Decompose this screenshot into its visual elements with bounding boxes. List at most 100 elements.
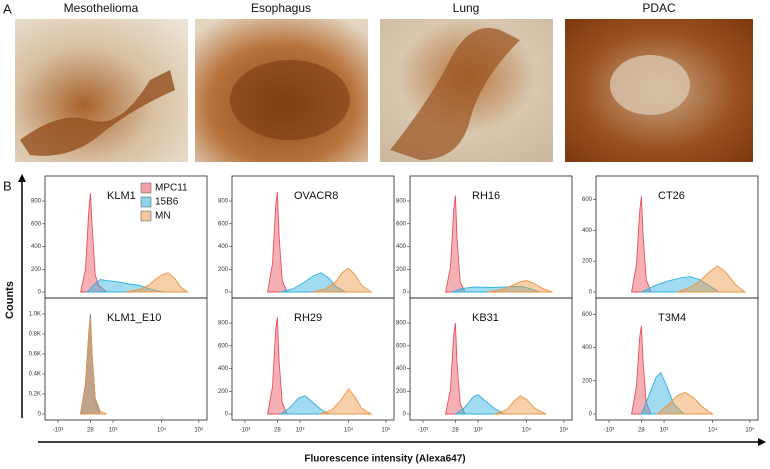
x-tick-label: 10³: [296, 428, 305, 434]
image-title: Esophagus: [251, 1, 311, 15]
x-tick-label: 28: [452, 428, 459, 434]
y-tick-label: 200: [582, 378, 593, 384]
arrow-head: [18, 174, 26, 182]
x-tick-label: 10⁴: [344, 427, 354, 434]
plot-frame: [231, 297, 395, 421]
x-tick-label: 10⁴: [522, 427, 532, 434]
chart-title: OVACR8: [294, 190, 338, 202]
y-tick-label: 600: [582, 312, 593, 318]
stain: [610, 55, 690, 115]
y-tick-label: 200: [218, 267, 229, 273]
y-tick-label: 800: [218, 321, 229, 327]
y-tick-label: 0: [589, 412, 593, 418]
panel-label: A: [3, 1, 12, 16]
y-tick-label: 600: [396, 343, 407, 349]
y-tick-label: 400: [218, 366, 229, 372]
y-tick-label: 400: [218, 244, 229, 250]
chart-title: RH16: [472, 190, 500, 202]
histogram-area: [267, 191, 288, 293]
y-tick-label: 0.6K: [29, 352, 41, 358]
y-tick-label: 600: [396, 221, 407, 227]
y-tick-label: 0: [403, 412, 407, 418]
x-tick-label: 10⁵: [381, 427, 391, 434]
x-tick-label: 10³: [474, 428, 483, 434]
chart-title: T3M4: [658, 312, 686, 324]
legend-swatch: [140, 210, 152, 222]
histogram-area: [279, 395, 331, 415]
y-tick-label: 0: [38, 412, 42, 418]
histogram-area: [640, 371, 685, 415]
y-axis-label: Counts: [4, 281, 16, 319]
legend-label: MN: [155, 211, 171, 222]
y-tick-label: 0: [38, 290, 42, 296]
y-tick-label: 400: [582, 228, 593, 234]
arrow-head: [758, 438, 766, 446]
stain: [230, 60, 350, 140]
legend-label: 15B6: [155, 197, 179, 208]
histogram-area: [487, 280, 553, 293]
image-title: Lung: [453, 1, 480, 15]
image-title: PDAC: [642, 1, 676, 15]
x-tick-label: 10⁴: [708, 427, 718, 434]
y-tick-label: 0.2K: [29, 392, 41, 398]
legend-swatch: [140, 182, 152, 194]
y-tick-label: 600: [218, 221, 229, 227]
plot-frame: [409, 297, 573, 421]
histogram-area: [656, 391, 715, 415]
histogram-area: [631, 196, 652, 293]
y-tick-label: 0: [403, 290, 407, 296]
x-tick-label: 28: [87, 428, 94, 434]
histogram-area: [280, 272, 348, 293]
x-tick-label: 28: [274, 428, 281, 434]
histogram-area: [631, 325, 652, 415]
plot-frame: [44, 297, 208, 421]
y-tick-label: 400: [396, 366, 407, 372]
histogram-area: [445, 195, 466, 293]
y-tick-label: 200: [218, 389, 229, 395]
histogram-area: [80, 193, 108, 293]
y-tick-label: 200: [396, 267, 407, 273]
chart-title: CT26: [658, 190, 685, 202]
y-tick-label: 200: [396, 389, 407, 395]
y-tick-label: 200: [31, 267, 42, 273]
histogram-area: [312, 267, 373, 293]
stain: [390, 28, 520, 160]
histology-images: [15, 19, 753, 162]
image-title: Mesothelioma: [64, 1, 139, 15]
y-tick-label: 600: [218, 343, 229, 349]
chart-title: KB31: [472, 312, 499, 324]
y-tick-label: 400: [582, 345, 593, 351]
y-tick-label: 400: [396, 244, 407, 250]
histogram-area: [453, 394, 506, 415]
histogram-area: [451, 285, 540, 293]
y-tick-label: 200: [582, 259, 593, 265]
histogram-area: [641, 276, 721, 293]
x-tick-label: 10³: [109, 428, 118, 434]
chart-title: KLM1: [107, 190, 136, 202]
y-tick-label: 800: [396, 199, 407, 205]
x-tick-label: 10⁵: [559, 427, 569, 434]
histogram-area: [676, 265, 747, 293]
chart-title: KLM1_E10: [107, 312, 161, 324]
x-tick-label: -10³: [418, 428, 429, 434]
y-tick-label: 800: [31, 199, 42, 205]
histogram-area: [80, 318, 107, 415]
y-tick-label: 600: [582, 197, 593, 203]
x-tick-label: -10³: [604, 428, 615, 434]
histogram-area: [125, 272, 190, 293]
legend-swatch: [140, 196, 152, 208]
y-tick-label: 0: [225, 412, 229, 418]
y-tick-label: 0.8K: [29, 332, 41, 338]
stain: [20, 70, 175, 156]
x-tick-label: 10³: [660, 428, 669, 434]
panel-label: B: [3, 178, 12, 193]
histogram-area: [86, 279, 165, 293]
histogram-area: [494, 395, 547, 415]
histogram-area: [267, 317, 288, 415]
y-tick-label: 0: [589, 290, 593, 296]
x-tick-label: 28: [638, 428, 645, 434]
histogram-area: [319, 388, 373, 415]
x-axis-label: Fluorescence intensity (Alexa647): [304, 454, 465, 465]
